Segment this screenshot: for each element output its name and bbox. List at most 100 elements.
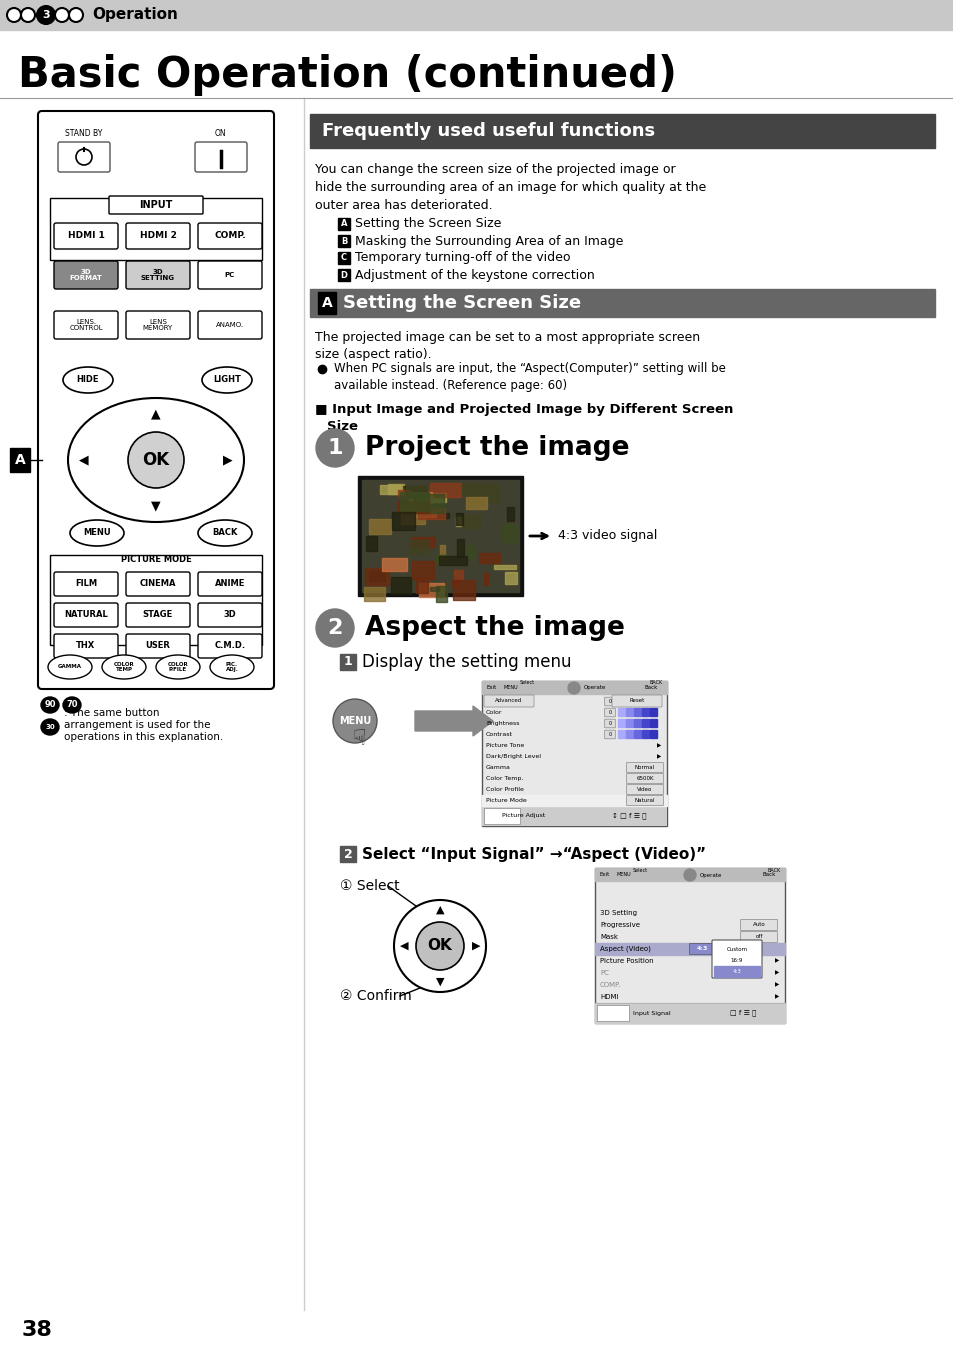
Bar bbox=[379, 485, 401, 494]
Circle shape bbox=[55, 8, 69, 22]
Text: outer area has deteriorated.: outer area has deteriorated. bbox=[314, 199, 492, 212]
FancyBboxPatch shape bbox=[126, 635, 190, 658]
Bar bbox=[484, 574, 488, 586]
Bar bbox=[507, 507, 513, 521]
Bar bbox=[436, 587, 446, 602]
Text: 0: 0 bbox=[608, 721, 611, 725]
Bar bbox=[625, 708, 633, 716]
Text: PC: PC bbox=[599, 970, 608, 976]
Bar bbox=[411, 537, 435, 546]
Text: Color: Color bbox=[485, 711, 502, 715]
FancyBboxPatch shape bbox=[612, 696, 661, 706]
Bar bbox=[408, 492, 432, 503]
FancyBboxPatch shape bbox=[54, 635, 118, 658]
Text: Select: Select bbox=[519, 681, 535, 686]
Text: 3D
SETTING: 3D SETTING bbox=[141, 268, 174, 282]
Text: Advanced: Advanced bbox=[495, 698, 522, 704]
Text: INPUT: INPUT bbox=[139, 199, 172, 210]
Bar bbox=[310, 289, 934, 317]
Text: HDMI 2: HDMI 2 bbox=[139, 232, 176, 240]
Text: OK: OK bbox=[142, 452, 170, 469]
Bar bbox=[625, 720, 633, 728]
Bar bbox=[339, 846, 355, 862]
Bar bbox=[501, 525, 517, 542]
Ellipse shape bbox=[210, 655, 253, 679]
Bar bbox=[391, 576, 410, 594]
Text: ◀: ◀ bbox=[399, 941, 408, 951]
Bar bbox=[641, 720, 649, 728]
Text: Input Signal: Input Signal bbox=[633, 1010, 670, 1016]
Text: Project the image: Project the image bbox=[365, 435, 629, 461]
Text: Basic Operation (continued): Basic Operation (continued) bbox=[18, 54, 677, 96]
Circle shape bbox=[37, 5, 55, 24]
Ellipse shape bbox=[198, 519, 252, 546]
Bar bbox=[468, 484, 498, 502]
Bar bbox=[649, 720, 657, 728]
Text: GAMMA: GAMMA bbox=[58, 664, 82, 670]
Text: When PC signals are input, the “Aspect(Computer)” setting will be: When PC signals are input, the “Aspect(C… bbox=[334, 362, 725, 376]
Text: BACK: BACK bbox=[649, 681, 662, 686]
Text: 3D Setting: 3D Setting bbox=[599, 910, 637, 917]
Text: Back: Back bbox=[644, 686, 658, 690]
FancyBboxPatch shape bbox=[126, 222, 190, 250]
Text: 3D: 3D bbox=[223, 610, 236, 620]
Text: Tint: Tint bbox=[485, 698, 497, 704]
Circle shape bbox=[21, 8, 35, 22]
Text: STAND BY: STAND BY bbox=[65, 129, 103, 137]
Bar bbox=[50, 555, 262, 645]
Bar bbox=[618, 708, 625, 716]
Bar bbox=[595, 1003, 784, 1022]
Bar bbox=[618, 697, 625, 705]
Bar bbox=[595, 942, 784, 955]
Bar bbox=[429, 492, 446, 502]
Text: ON: ON bbox=[214, 129, 226, 137]
Circle shape bbox=[315, 609, 354, 647]
Text: HDMI: HDMI bbox=[599, 994, 618, 999]
Bar bbox=[466, 496, 487, 510]
Bar bbox=[481, 681, 666, 694]
Text: Auto: Auto bbox=[752, 922, 764, 928]
FancyBboxPatch shape bbox=[689, 944, 714, 955]
Bar bbox=[416, 511, 436, 518]
Text: THX: THX bbox=[76, 641, 95, 651]
Bar bbox=[399, 492, 428, 511]
Text: C.M.D.: C.M.D. bbox=[214, 641, 245, 651]
Text: 0: 0 bbox=[608, 711, 611, 715]
Text: PC: PC bbox=[225, 273, 234, 278]
Text: LENS
MEMORY: LENS MEMORY bbox=[143, 319, 172, 331]
Text: LIGHT: LIGHT bbox=[213, 376, 241, 385]
Bar bbox=[634, 731, 640, 739]
Text: MENU: MENU bbox=[338, 716, 371, 725]
Text: A: A bbox=[14, 453, 26, 466]
Text: 90: 90 bbox=[44, 701, 55, 709]
Bar bbox=[641, 708, 649, 716]
Bar bbox=[618, 731, 625, 739]
Text: Color Profile: Color Profile bbox=[485, 786, 523, 792]
FancyBboxPatch shape bbox=[54, 572, 118, 597]
Bar bbox=[649, 697, 657, 705]
Text: 70: 70 bbox=[66, 701, 77, 709]
Bar bbox=[364, 587, 385, 601]
FancyBboxPatch shape bbox=[54, 603, 118, 626]
Bar bbox=[361, 480, 518, 593]
Text: ② Confirm: ② Confirm bbox=[339, 989, 412, 1003]
Text: BACK: BACK bbox=[213, 529, 237, 537]
Bar bbox=[439, 545, 444, 559]
Text: Frequently used useful functions: Frequently used useful functions bbox=[322, 122, 655, 140]
Text: 4:3 video signal: 4:3 video signal bbox=[558, 529, 657, 542]
FancyBboxPatch shape bbox=[38, 111, 274, 689]
Ellipse shape bbox=[156, 655, 200, 679]
Ellipse shape bbox=[48, 655, 91, 679]
Text: ▶: ▶ bbox=[656, 754, 660, 759]
Text: Color Temp.: Color Temp. bbox=[485, 776, 523, 781]
Text: size (aspect ratio).: size (aspect ratio). bbox=[314, 348, 431, 361]
Text: The projected image can be set to a most appropriate screen: The projected image can be set to a most… bbox=[314, 331, 700, 344]
Bar bbox=[337, 218, 350, 231]
Bar bbox=[317, 292, 335, 315]
Text: 1: 1 bbox=[327, 438, 342, 458]
Bar bbox=[438, 556, 466, 564]
Bar bbox=[481, 795, 666, 805]
Ellipse shape bbox=[70, 519, 124, 546]
Bar bbox=[418, 583, 443, 597]
Text: Custom: Custom bbox=[725, 946, 747, 952]
